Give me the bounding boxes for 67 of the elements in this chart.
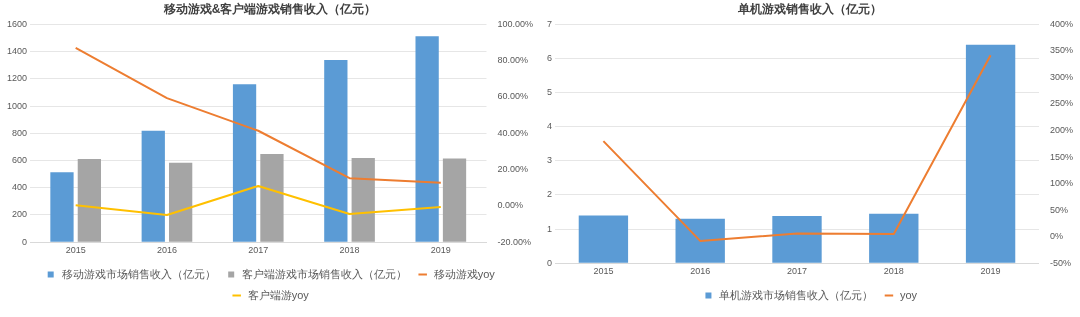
- y2-tick-label: 100.00%: [497, 18, 533, 29]
- bar: [324, 59, 348, 242]
- x-tick-label: 2016: [690, 266, 711, 277]
- x-tick-label: 2018: [339, 245, 360, 256]
- y2-tick-label: 350%: [1049, 45, 1074, 56]
- y-tick-label: 5: [546, 87, 553, 98]
- y-tick-label: 2: [546, 189, 553, 200]
- bar: [965, 44, 1016, 263]
- y2-tick-label: 100%: [1049, 178, 1074, 189]
- y2-tick-label: 300%: [1049, 71, 1074, 82]
- y-tick-label: 1400: [6, 46, 28, 57]
- bar: [232, 84, 257, 242]
- bar: [169, 162, 193, 242]
- bar: [77, 159, 101, 242]
- legend-label: yoy: [899, 288, 918, 301]
- y-tick-label: 800: [11, 127, 28, 138]
- x-tick-label: 2019: [430, 245, 451, 256]
- y2-tick-label: 60.00%: [497, 91, 528, 102]
- x-tick-label: 2017: [786, 266, 808, 277]
- y-tick-label: 3: [546, 155, 553, 166]
- y-tick-label: 6: [546, 53, 553, 63]
- bar: [141, 130, 165, 242]
- y2-tick-label: 150%: [1049, 151, 1074, 162]
- y2-tick-label: 40.00%: [497, 127, 528, 138]
- bar: [260, 153, 284, 242]
- y2-tick-label: 0.00%: [497, 200, 523, 211]
- y-tick-label: 1600: [6, 18, 28, 29]
- chart-title: 移动游戏&客户端游戏销售收入（亿元）: [162, 1, 377, 16]
- bar: [869, 213, 919, 263]
- y-tick-label: 400: [11, 182, 28, 193]
- y2-tick-label: 200%: [1049, 125, 1074, 136]
- y2-tick-label: 400%: [1049, 18, 1074, 29]
- y-tick-label: 0: [546, 257, 553, 268]
- legend-label: 单机游戏市场销售收入（亿元）: [719, 288, 874, 301]
- legend-label: 移动游戏yoy: [433, 267, 496, 280]
- bar: [442, 158, 467, 242]
- x-tick-label: 2019: [980, 266, 1001, 277]
- legend-label: 客户端游yoy: [247, 288, 310, 301]
- y-tick-label: 1000: [6, 100, 28, 111]
- y-tick-label: 600: [11, 155, 28, 166]
- y2-tick-label: 250%: [1049, 98, 1074, 109]
- bar: [578, 215, 629, 263]
- y2-tick-label: 80.00%: [497, 55, 528, 66]
- x-tick-label: 2015: [65, 245, 86, 256]
- x-tick-label: 2017: [248, 245, 269, 256]
- x-tick-label: 2015: [593, 266, 614, 277]
- legend-label: 移动游戏市场销售收入（亿元）: [61, 267, 216, 280]
- y-tick-label: 1200: [6, 73, 28, 84]
- bar: [351, 157, 375, 242]
- y2-tick-label: 50%: [1049, 204, 1068, 215]
- y2-tick-label: -50%: [1049, 257, 1071, 268]
- x-tick-label: 2018: [883, 266, 904, 277]
- y-tick-label: 200: [11, 209, 28, 220]
- bar: [50, 172, 74, 242]
- y-tick-label: 7: [546, 18, 553, 29]
- bar: [415, 36, 439, 242]
- y-tick-label: 1: [546, 223, 553, 234]
- y2-tick-label: 0%: [1049, 231, 1063, 242]
- bar: [772, 216, 822, 263]
- y2-tick-label: 20.00%: [497, 164, 528, 175]
- y2-tick-label: -20.00%: [497, 236, 531, 247]
- y-tick-label: 4: [546, 121, 553, 132]
- x-tick-label: 2016: [156, 245, 177, 256]
- bar: [675, 218, 725, 263]
- legend-label: 客户端游戏市场销售收入（亿元）: [242, 267, 408, 280]
- chart-title: 单机游戏销售收入（亿元）: [737, 1, 882, 16]
- y-tick-label: 0: [22, 236, 28, 247]
